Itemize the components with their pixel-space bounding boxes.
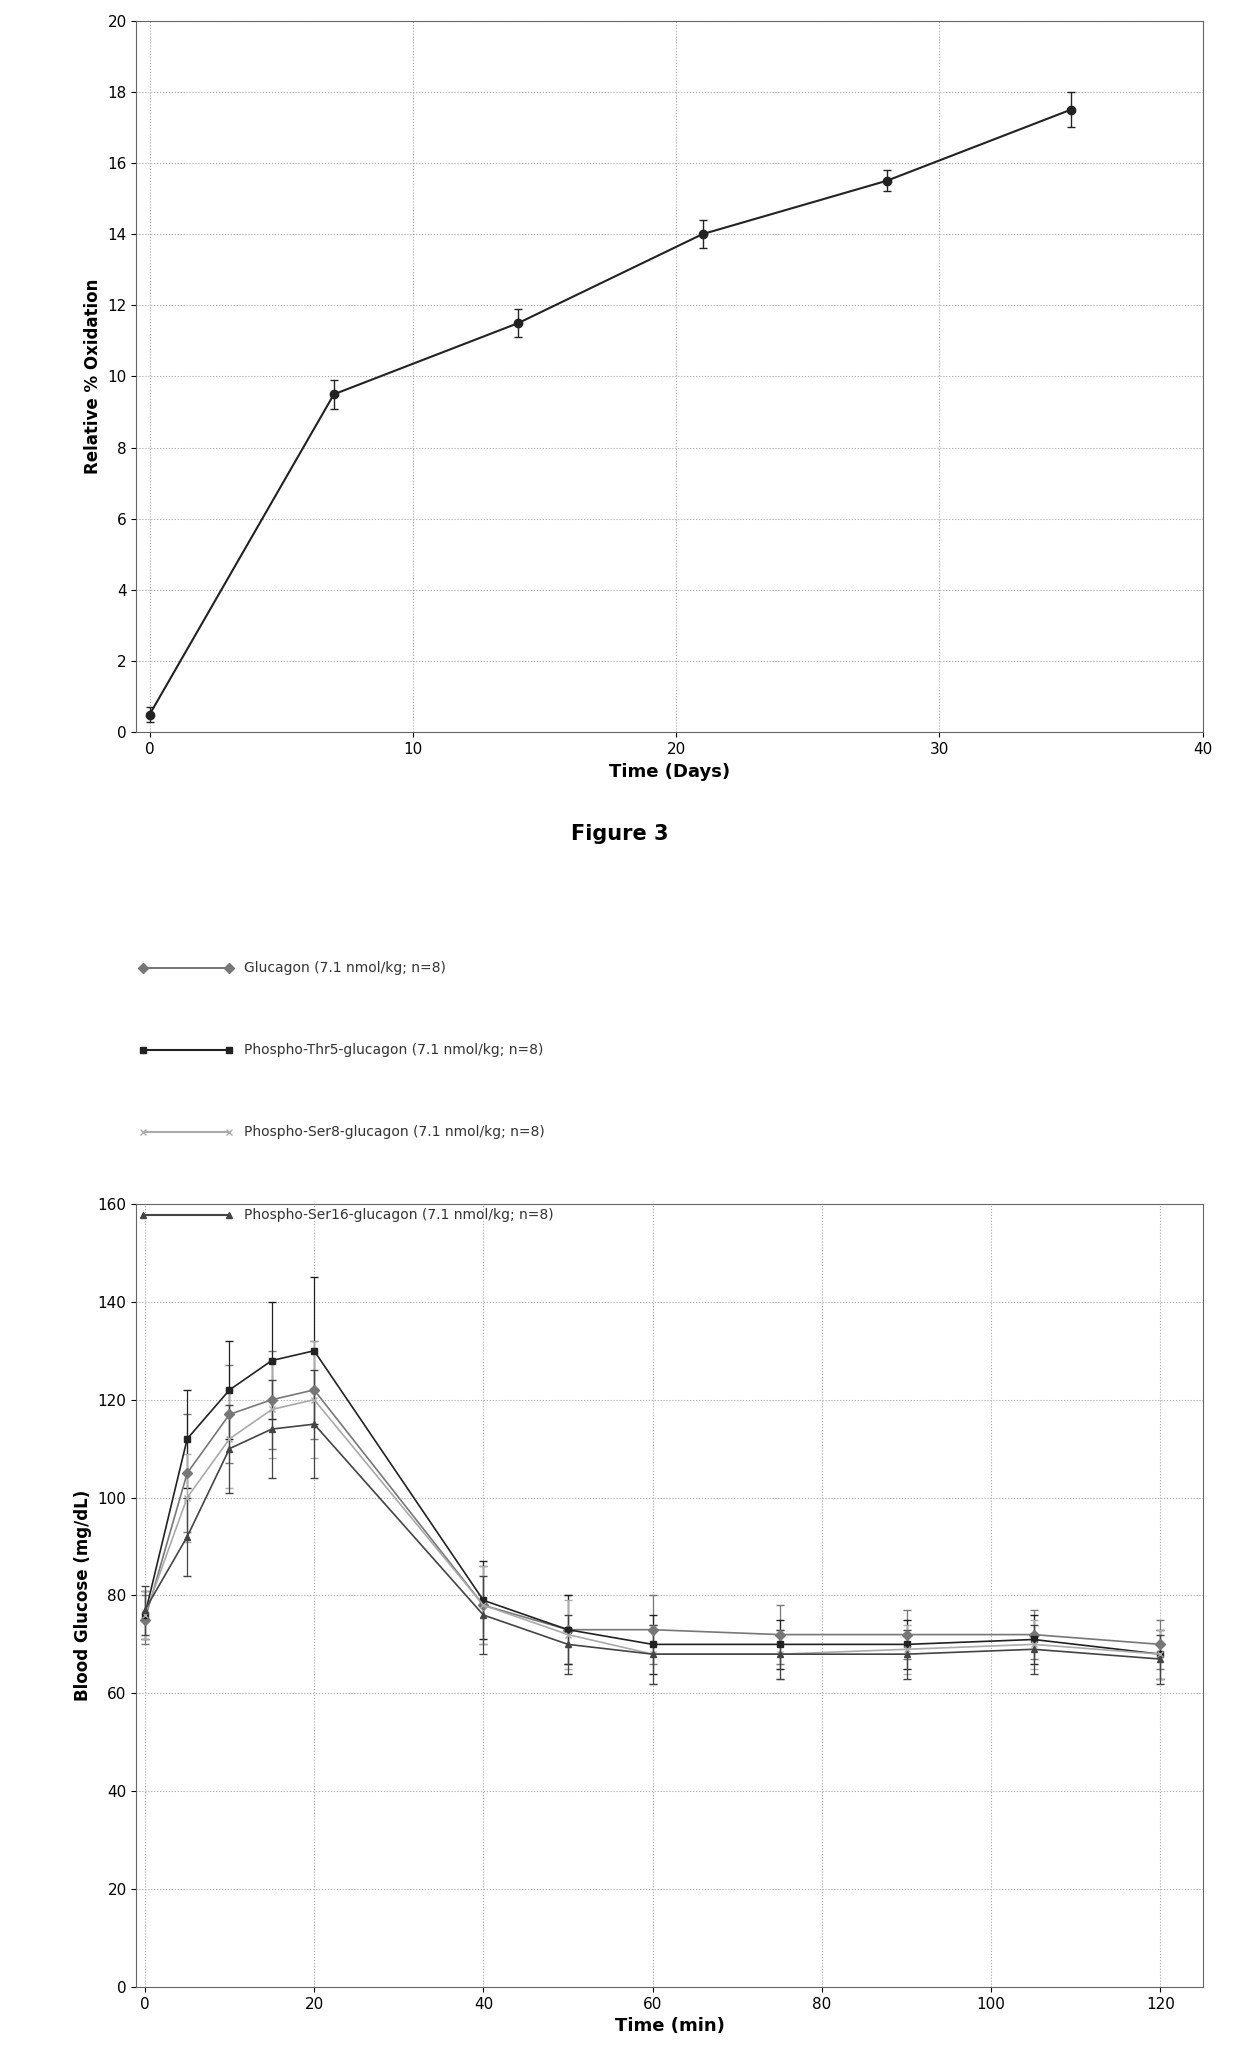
Text: Phospho-Ser16-glucagon (7.1 nmol/kg; n=8): Phospho-Ser16-glucagon (7.1 nmol/kg; n=8…: [244, 1209, 554, 1221]
Y-axis label: Relative % Oxidation: Relative % Oxidation: [84, 278, 102, 474]
Text: Figure 3: Figure 3: [572, 824, 668, 844]
Y-axis label: Blood Glucose (mg/dL): Blood Glucose (mg/dL): [74, 1491, 92, 1701]
Text: Glucagon (7.1 nmol/kg; n=8): Glucagon (7.1 nmol/kg; n=8): [244, 962, 446, 974]
X-axis label: Time (Days): Time (Days): [609, 762, 730, 780]
X-axis label: Time (min): Time (min): [615, 2018, 724, 2034]
Text: Phospho-Ser8-glucagon (7.1 nmol/kg; n=8): Phospho-Ser8-glucagon (7.1 nmol/kg; n=8): [244, 1126, 546, 1139]
Text: Phospho-Thr5-glucagon (7.1 nmol/kg; n=8): Phospho-Thr5-glucagon (7.1 nmol/kg; n=8): [244, 1044, 543, 1056]
